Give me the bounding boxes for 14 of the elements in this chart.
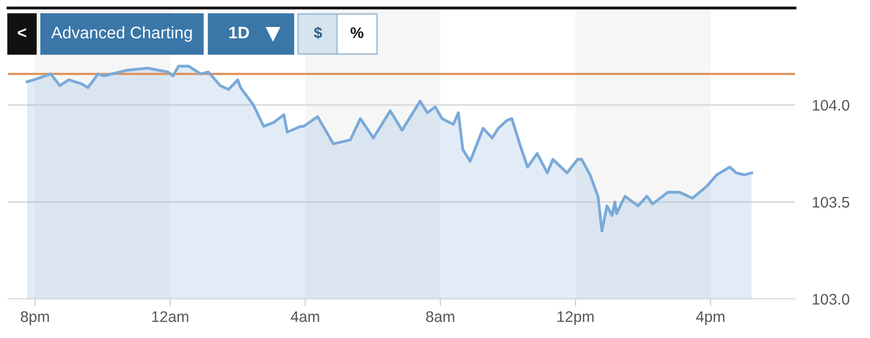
x-tick-label: 12am: [152, 311, 188, 322]
y-tick-label: 104.0: [812, 100, 850, 111]
y-tick-label: 103.0: [812, 294, 850, 305]
annotation: <: [18, 28, 26, 38]
annotation: $: [314, 26, 322, 40]
annotation: %: [350, 27, 364, 38]
y-tick-label: 103.5: [812, 196, 850, 208]
x-tick-label: 4am: [290, 311, 320, 322]
x-tick-label: 8am: [426, 311, 454, 322]
x-tick-label: 8pm: [20, 311, 49, 326]
x-tick-label: 12pm: [558, 311, 594, 326]
annotation: Advanced Charting: [51, 26, 192, 42]
annotation: 1D: [229, 26, 249, 38]
x-tick-label: 4pm: [696, 311, 724, 326]
